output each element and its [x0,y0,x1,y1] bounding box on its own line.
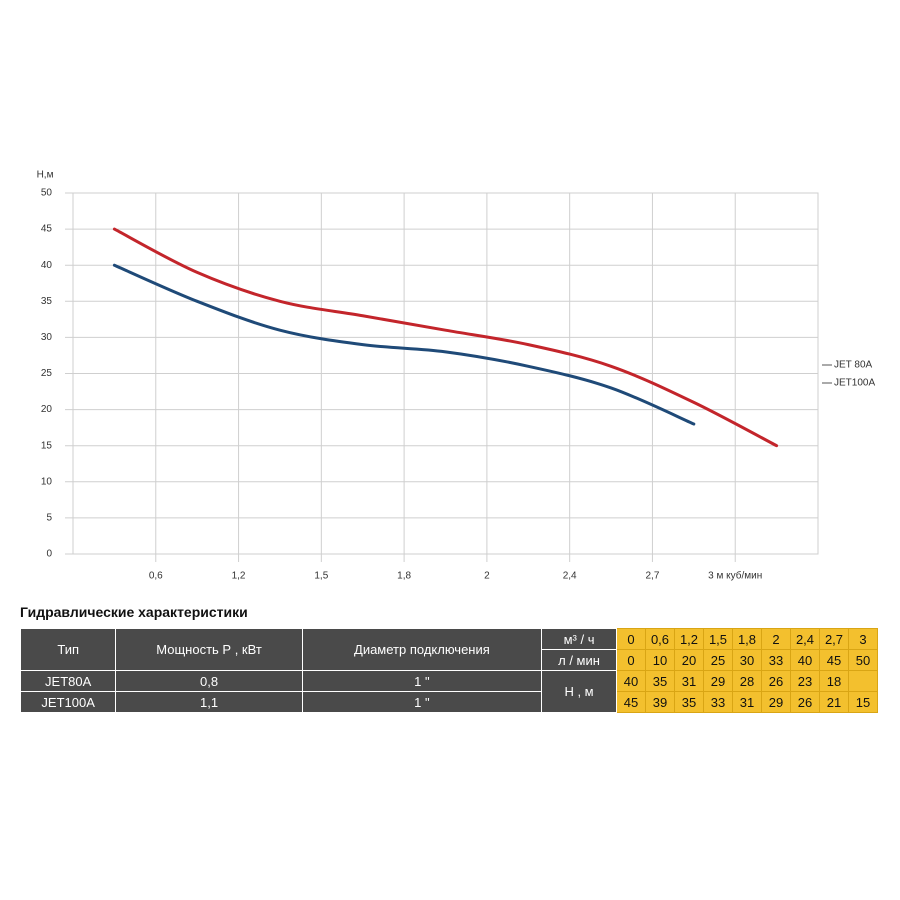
y-tick-label: 45 [41,224,53,235]
unit-header: Н , м [541,670,617,713]
flow-cell: 1,8 [732,628,762,650]
head-cell: 29 [761,691,791,713]
flow-cell: 10 [645,649,675,671]
table-row: Тип Мощность Р , кВт Диаметр подключения м³… [19,628,878,671]
table: Тип Мощность Р , кВт Диаметр подключения м³… [19,628,878,713]
diameter-cell: 1 " [301,670,543,692]
table-title: Гидравлические характеристики [20,604,248,620]
x-tick-label: 2 [484,571,490,582]
legend-label: JET 80A [834,360,872,371]
head-cell: 26 [761,670,791,692]
column-header: Мощность Р , кВт [115,628,303,671]
y-tick-label: 50 [41,188,53,199]
head-cell: 29 [703,670,733,692]
flow-cell: 0 [616,649,646,671]
flow-cell: 2 [761,628,791,650]
column-header: Тип [19,628,117,671]
y-tick-label: 10 [41,476,53,487]
head-cell: 18 [819,670,849,692]
flow-cell: 0 [616,628,646,650]
flow-cell: 30 [732,649,762,671]
unit-header: л / мин [541,649,617,671]
y-tick-label: 0 [46,549,52,560]
head-cell: 33 [703,691,733,713]
head-cell: 26 [790,691,820,713]
flow-cell: 3 [848,628,878,650]
x-tick-label: 0,6 [149,571,163,582]
head-cell: 35 [674,691,704,713]
head-cell: 28 [732,670,762,692]
flow-cell: 45 [819,649,849,671]
y-tick-label: 25 [41,368,53,379]
y-tick-label: 15 [41,440,53,451]
head-cell: 31 [674,670,704,692]
x-tick-label: 1,5 [314,571,328,582]
flow-cell: 33 [761,649,791,671]
head-cell: 15 [848,691,878,713]
chart: Н,м 0 5 10 15 20 25 30 35 40 45 50 0,6 1,2 1,5 1,8 2 2,4… [37,170,876,582]
flow-cell: 1,5 [703,628,733,650]
head-cell: 35 [645,670,675,692]
y-tick-label: 5 [46,513,52,524]
flow-cell: 50 [848,649,878,671]
flow-cell: 2,4 [790,628,820,650]
power-cell: 1,1 [115,691,303,713]
flow-cell: 40 [790,649,820,671]
type-cell: JET80A [19,670,117,692]
x-tick-label: 3 м куб/мин [708,570,762,582]
unit-header: м³ / ч [541,628,617,650]
flow-cell: 25 [703,649,733,671]
y-tick-label: 35 [41,296,53,307]
y-tick-label: 40 [41,260,53,271]
series-line [112,227,779,448]
legend-label: JET100A [834,378,875,389]
flow-cell: 1,2 [674,628,704,650]
power-cell: 0,8 [115,670,303,692]
y-axis-label: Н,м [37,170,54,181]
head-cell: 45 [616,691,646,713]
table-row: JET100A 1,1 1 " 45 39 35 33 31 29 26 21 15 [19,691,878,713]
flow-cell: 20 [674,649,704,671]
head-cell: 23 [790,670,820,692]
flow-cell: 2,7 [819,628,849,650]
y-tick-label: 20 [41,404,53,415]
diameter-cell: 1 " [301,691,543,713]
table-row: JET80A 0,8 1 " Н , м 40 35 31 29 28 26 23 18 [19,670,878,713]
flow-cell: 0,6 [645,628,675,650]
head-cell [848,670,878,692]
y-tick-label: 30 [41,332,53,343]
series-line [112,263,696,426]
x-tick-label: 1,2 [232,571,246,582]
table-row: л / мин 0 10 20 25 30 33 40 45 50 [21,649,878,671]
type-cell: JET100A [19,691,117,713]
head-cell: 39 [645,691,675,713]
head-cell: 21 [819,691,849,713]
head-cell: 31 [732,691,762,713]
x-tick-label: 2,4 [563,571,577,582]
head-cell: 40 [616,670,646,692]
column-header: Диаметр подключения [301,628,543,671]
x-tick-label: 1,8 [397,571,411,582]
x-tick-label: 2,7 [645,571,659,582]
